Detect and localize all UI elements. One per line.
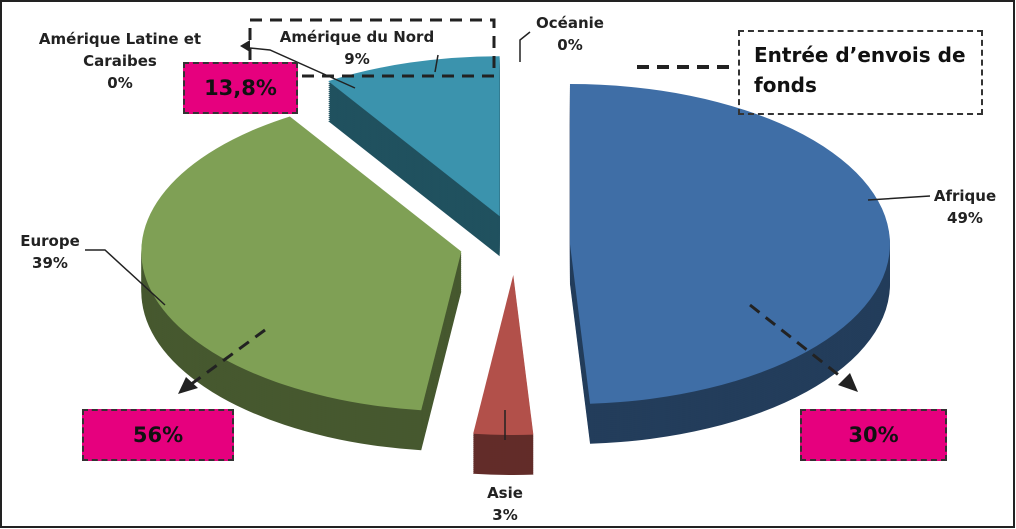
slice: [569, 84, 890, 404]
data-label: Amérique du Nord 9%: [262, 26, 452, 70]
data-label: Europe 39%: [10, 230, 90, 274]
value-label: 3%: [492, 506, 518, 524]
category-label: Amérique Latine et Caraibes: [38, 30, 202, 70]
value-label: 0%: [557, 36, 583, 54]
slice: [328, 56, 500, 217]
arrow-heads: [178, 40, 858, 394]
value-label: 0%: [107, 74, 133, 92]
annotation: 13,8%: [183, 62, 298, 114]
slice: [473, 274, 534, 435]
annotation: 30%: [800, 409, 947, 461]
value-label: 49%: [947, 209, 983, 227]
category-label: Amérique du Nord: [279, 28, 435, 46]
category-label: Afrique: [933, 187, 997, 205]
category-label: Océanie: [536, 14, 604, 32]
leader-lines: [85, 31, 931, 440]
value-label: 39%: [32, 254, 68, 272]
data-label: Asie 3%: [465, 482, 545, 526]
value-label: 9%: [344, 50, 370, 68]
data-label: Océanie 0%: [530, 12, 610, 56]
pie: [141, 56, 890, 475]
category-label: Asie: [487, 484, 523, 502]
data-label: Amérique Latine et Caraibes 0%: [30, 28, 210, 94]
data-label: Afrique 49%: [925, 185, 1005, 229]
slice: [141, 116, 462, 411]
annotation: 56%: [82, 409, 234, 461]
annotation: Entrée d’envois de fonds: [738, 30, 983, 115]
category-label: Europe: [20, 232, 80, 250]
